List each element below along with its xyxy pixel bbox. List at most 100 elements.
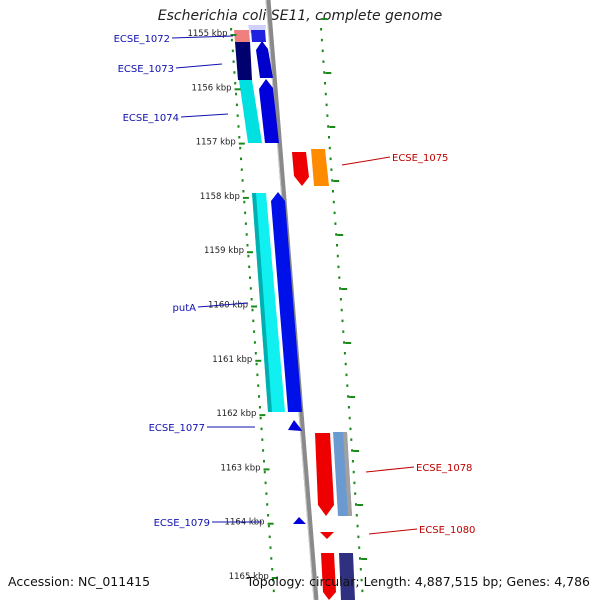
tick-dot-right xyxy=(327,125,330,128)
gene-labels: ECSE_1072 ECSE_1073 ECSE_1074 putA ECSE_1077… xyxy=(114,34,476,536)
gene-label-ecse-1078[interactable]: ECSE_1078 xyxy=(416,463,472,474)
kbp-tick-mark xyxy=(234,88,241,91)
kbp-tick-mark xyxy=(247,251,253,254)
gene-feature-ecse-1073-a[interactable] xyxy=(235,42,252,80)
gene-feature-ecse-1079[interactable] xyxy=(293,517,306,524)
tick-dot-right xyxy=(343,352,346,355)
tick-dot-left xyxy=(240,157,242,161)
tick-major-right xyxy=(349,396,356,398)
tick-dot-right xyxy=(324,82,326,85)
gene-feature-ecse-1078-b-edge xyxy=(343,432,352,516)
tick-dot-right xyxy=(352,470,355,474)
tick-dot-left xyxy=(253,330,256,333)
tick-dot-left xyxy=(243,200,246,204)
gene-feature-ecse-1072-b[interactable] xyxy=(251,30,266,42)
tick-dot-right xyxy=(320,38,323,42)
tick-dot-right xyxy=(331,179,334,182)
genome-title: Escherichia coli SE11, complete genome xyxy=(157,8,443,24)
tick-dot-right xyxy=(343,341,346,344)
tick-dot-left xyxy=(234,82,237,85)
kbp-tick-mark xyxy=(259,414,266,417)
gene-feature-ecse-1077[interactable] xyxy=(288,420,302,431)
gene-label-ecse-1072[interactable]: ECSE_1072 xyxy=(114,34,170,45)
tick-dot-left xyxy=(233,71,236,74)
tick-dot-right xyxy=(338,276,341,279)
gene-feature-ecse-1073-b[interactable] xyxy=(256,41,273,78)
gene-feature-ecse-1074-b[interactable] xyxy=(259,79,279,143)
gene-label-puta[interactable]: putA xyxy=(173,303,197,314)
tick-dot-right xyxy=(321,49,324,53)
tick-dot-left xyxy=(272,578,274,582)
gene-label-ecse-1073[interactable]: ECSE_1073 xyxy=(118,64,174,75)
tick-dot-right xyxy=(349,427,352,431)
gene-feature-ecse-1072-a[interactable] xyxy=(234,30,250,42)
gene-label-ecse-1079[interactable]: ECSE_1079 xyxy=(154,518,210,529)
gene-feature-ecse-1075-a[interactable] xyxy=(292,152,309,186)
kbp-tick-label: 1155 kbp xyxy=(187,29,227,39)
gene-label-ecse-1080[interactable]: ECSE_1080 xyxy=(419,525,475,536)
gene-label-ecse-1074[interactable]: ECSE_1074 xyxy=(123,113,179,124)
gene-feature-bottom-red[interactable] xyxy=(321,553,336,600)
gene-feature-puta-b[interactable] xyxy=(271,192,302,412)
tick-dot-left xyxy=(260,427,263,431)
tick-major-right xyxy=(321,18,328,20)
tick-dot-left xyxy=(237,125,240,128)
tick-marks-left xyxy=(230,28,275,593)
tick-dot-left xyxy=(242,190,245,193)
tick-dot-right xyxy=(328,136,330,139)
tick-dot-left xyxy=(264,481,267,485)
tick-dot-left xyxy=(241,179,244,182)
tick-dot-left xyxy=(255,362,258,366)
kbp-tick-mark xyxy=(238,142,245,145)
tick-dot-left xyxy=(269,546,272,549)
tick-dot-right xyxy=(329,157,332,161)
tick-dot-left xyxy=(267,514,270,517)
tick-dot-right xyxy=(360,578,363,582)
tick-dot-left xyxy=(245,233,248,236)
gene-feature-ecse-1074-a[interactable] xyxy=(239,80,262,143)
tick-dot-right xyxy=(336,254,339,258)
tick-major-right xyxy=(325,72,332,74)
tick-dot-left xyxy=(240,168,243,171)
gene-feature-ecse-1078-a[interactable] xyxy=(315,433,334,516)
tick-dot-left xyxy=(259,416,262,420)
kbp-tick-label: 1161 kbp xyxy=(212,355,252,365)
tick-dot-left xyxy=(261,438,264,441)
tick-dot-left xyxy=(258,395,260,398)
kbp-tick-label: 1160 kbp xyxy=(208,301,248,311)
tick-dot-left xyxy=(265,492,268,495)
tick-dot-left xyxy=(230,38,233,42)
tick-major-right xyxy=(341,288,348,290)
gene-feature-ecse-1080[interactable] xyxy=(320,532,334,539)
gene-label-ecse-1075[interactable]: ECSE_1075 xyxy=(392,153,448,164)
gene-label-leader-line xyxy=(171,35,234,39)
gene-label-leader-line xyxy=(197,302,249,308)
gene-label-ecse-1077[interactable]: ECSE_1077 xyxy=(149,423,205,434)
tick-dot-right xyxy=(330,168,333,171)
tick-dot-left xyxy=(270,557,273,560)
tick-major-right xyxy=(329,126,336,128)
tick-dot-right xyxy=(326,114,329,117)
tick-dot-right xyxy=(348,416,351,420)
gene-feature-bottom-navy[interactable] xyxy=(339,553,355,600)
tick-dot-left xyxy=(262,449,265,452)
kbp-tick-label: 1157 kbp xyxy=(196,138,236,148)
tick-dot-right xyxy=(358,546,361,549)
tick-dot-left xyxy=(248,265,251,269)
tick-dot-left xyxy=(258,406,261,409)
tick-dot-right xyxy=(341,319,344,323)
tick-dot-right xyxy=(333,211,336,215)
tick-dot-right xyxy=(323,71,326,74)
tick-dot-left xyxy=(256,373,259,377)
gene-label-leader-line xyxy=(365,466,415,473)
tick-dot-left xyxy=(230,28,233,31)
tick-major-right xyxy=(353,450,360,452)
kbp-scale: 1155 kbp 1156 kbp 1157 kbp 1158 kbp 1159 kbp… xyxy=(187,29,278,582)
gene-feature-ecse-1075-b[interactable] xyxy=(311,149,329,186)
tick-major-right xyxy=(357,504,364,506)
kbp-tick-mark xyxy=(230,34,237,36)
tick-dot-left xyxy=(246,244,249,247)
gene-label-leader-line xyxy=(180,113,229,118)
gene-feature-puta-a[interactable] xyxy=(252,193,285,412)
tick-dot-left xyxy=(249,287,252,290)
